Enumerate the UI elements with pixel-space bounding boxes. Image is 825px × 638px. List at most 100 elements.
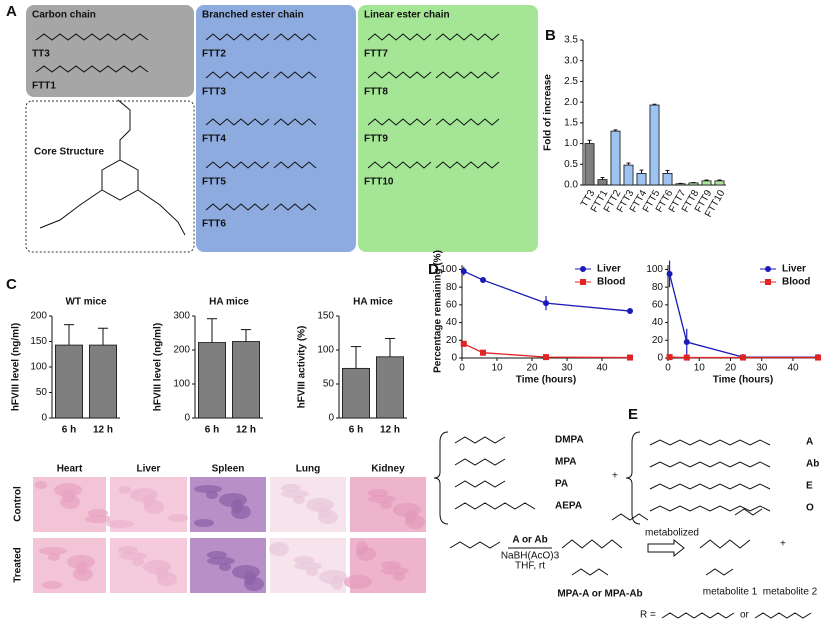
marker xyxy=(815,355,821,361)
bar xyxy=(624,165,633,185)
bar xyxy=(702,181,711,185)
chain xyxy=(650,440,770,445)
compound-label: FTT7 xyxy=(364,49,388,60)
arrow-label: metabolized xyxy=(645,528,699,539)
panel-label: C xyxy=(6,276,17,293)
tissue-texture xyxy=(306,498,334,512)
tissue-texture xyxy=(106,520,134,528)
marker xyxy=(543,300,549,306)
y-tick-label: 1.5 xyxy=(564,117,578,128)
tissue-texture xyxy=(232,565,260,579)
chain xyxy=(455,503,535,509)
chain xyxy=(755,613,811,618)
x-tick-label: 12 h xyxy=(236,425,256,436)
column-label: Heart xyxy=(57,464,83,475)
marker xyxy=(627,308,633,314)
legend-marker xyxy=(765,279,771,285)
legend-label: Liver xyxy=(597,264,621,275)
tissue-texture xyxy=(42,581,62,589)
y-tick-label: 2.0 xyxy=(564,97,578,108)
y-tick-label: 0 xyxy=(184,413,190,424)
benzene xyxy=(102,160,138,200)
legend-label: Blood xyxy=(782,277,810,288)
linear-box xyxy=(358,5,538,252)
tissue-texture xyxy=(194,519,214,527)
bar xyxy=(342,368,369,418)
row-label: Control xyxy=(13,486,24,522)
amine-label: DMPA xyxy=(555,435,584,446)
tissue-texture xyxy=(118,546,138,554)
compound-label: FTT8 xyxy=(364,87,388,98)
chain xyxy=(450,542,500,548)
x-axis-label: Time (hours) xyxy=(516,375,576,386)
plus: + xyxy=(780,539,786,550)
y-axis-label: Percentage remaining (%) xyxy=(433,250,444,373)
x-tick-label: 30 xyxy=(756,363,768,374)
bar xyxy=(637,173,646,185)
bar xyxy=(650,105,659,185)
y-tick-label: 100 xyxy=(317,345,334,356)
y-tick-label: 50 xyxy=(323,379,335,390)
chart-title: HA mice xyxy=(209,297,249,308)
x-tick-label: 20 xyxy=(725,363,737,374)
panel-label: A xyxy=(6,3,17,20)
legend-label: Liver xyxy=(782,264,806,275)
tissue-texture xyxy=(143,560,171,574)
metabolize-arrow xyxy=(648,540,684,556)
group-title: Carbon chain xyxy=(32,10,96,21)
chain xyxy=(612,514,648,520)
y-tick-label: 40 xyxy=(446,317,458,328)
compound-label: FTT1 xyxy=(32,81,56,92)
group-title: Branched ester chain xyxy=(202,10,304,21)
marker xyxy=(543,354,549,360)
tissue-texture xyxy=(356,541,368,555)
y-axis-label: hFVIII level (ng/ml) xyxy=(153,323,164,411)
chain xyxy=(650,484,770,489)
tissue-texture xyxy=(393,503,421,517)
legend-label: Blood xyxy=(597,277,625,288)
bar xyxy=(611,131,620,185)
bond xyxy=(40,190,102,228)
column-label: Kidney xyxy=(371,464,405,475)
y-axis-label: hFVIII level (ng/ml) xyxy=(11,323,22,411)
marker xyxy=(461,268,467,274)
chart-title: WT mice xyxy=(65,297,107,308)
compound-label: FTT4 xyxy=(202,134,226,145)
tissue-texture xyxy=(269,542,289,556)
y-axis-label: hFVIII activity (%) xyxy=(297,326,308,409)
tissue-texture xyxy=(168,514,188,522)
column-label: Liver xyxy=(137,464,161,475)
compound-label: FTT5 xyxy=(202,177,226,188)
marker xyxy=(627,355,633,361)
bar xyxy=(663,173,672,185)
bar xyxy=(376,357,403,418)
chain xyxy=(700,540,750,548)
y-tick-label: 200 xyxy=(30,311,47,322)
bar xyxy=(232,342,259,419)
x-tick-label: 40 xyxy=(596,363,608,374)
marker xyxy=(684,339,690,345)
y-tick-label: 20 xyxy=(446,335,458,346)
compound-label: FTT10 xyxy=(364,177,394,188)
tissue-texture xyxy=(54,483,82,497)
bar xyxy=(715,181,724,185)
tissue-texture xyxy=(39,547,67,555)
y-tick-label: 150 xyxy=(317,311,334,322)
legend-marker xyxy=(580,266,586,272)
condition: THF, rt xyxy=(515,561,545,572)
panel-label: B xyxy=(545,27,556,44)
column-label: Spleen xyxy=(212,464,245,475)
y-tick-label: 2.5 xyxy=(564,76,578,87)
bar xyxy=(89,345,116,418)
compound-label: FTT2 xyxy=(202,49,226,60)
y-tick-label: 0 xyxy=(451,353,457,364)
x-tick-label: 12 h xyxy=(93,425,113,436)
tail-label: Ab xyxy=(806,459,819,470)
x-tick-label: 0 xyxy=(665,363,671,374)
x-tick-label: 0 xyxy=(459,363,465,374)
tissue-texture xyxy=(119,486,131,494)
amine-label: MPA xyxy=(555,457,576,468)
chain xyxy=(455,481,505,487)
marker xyxy=(740,355,746,361)
